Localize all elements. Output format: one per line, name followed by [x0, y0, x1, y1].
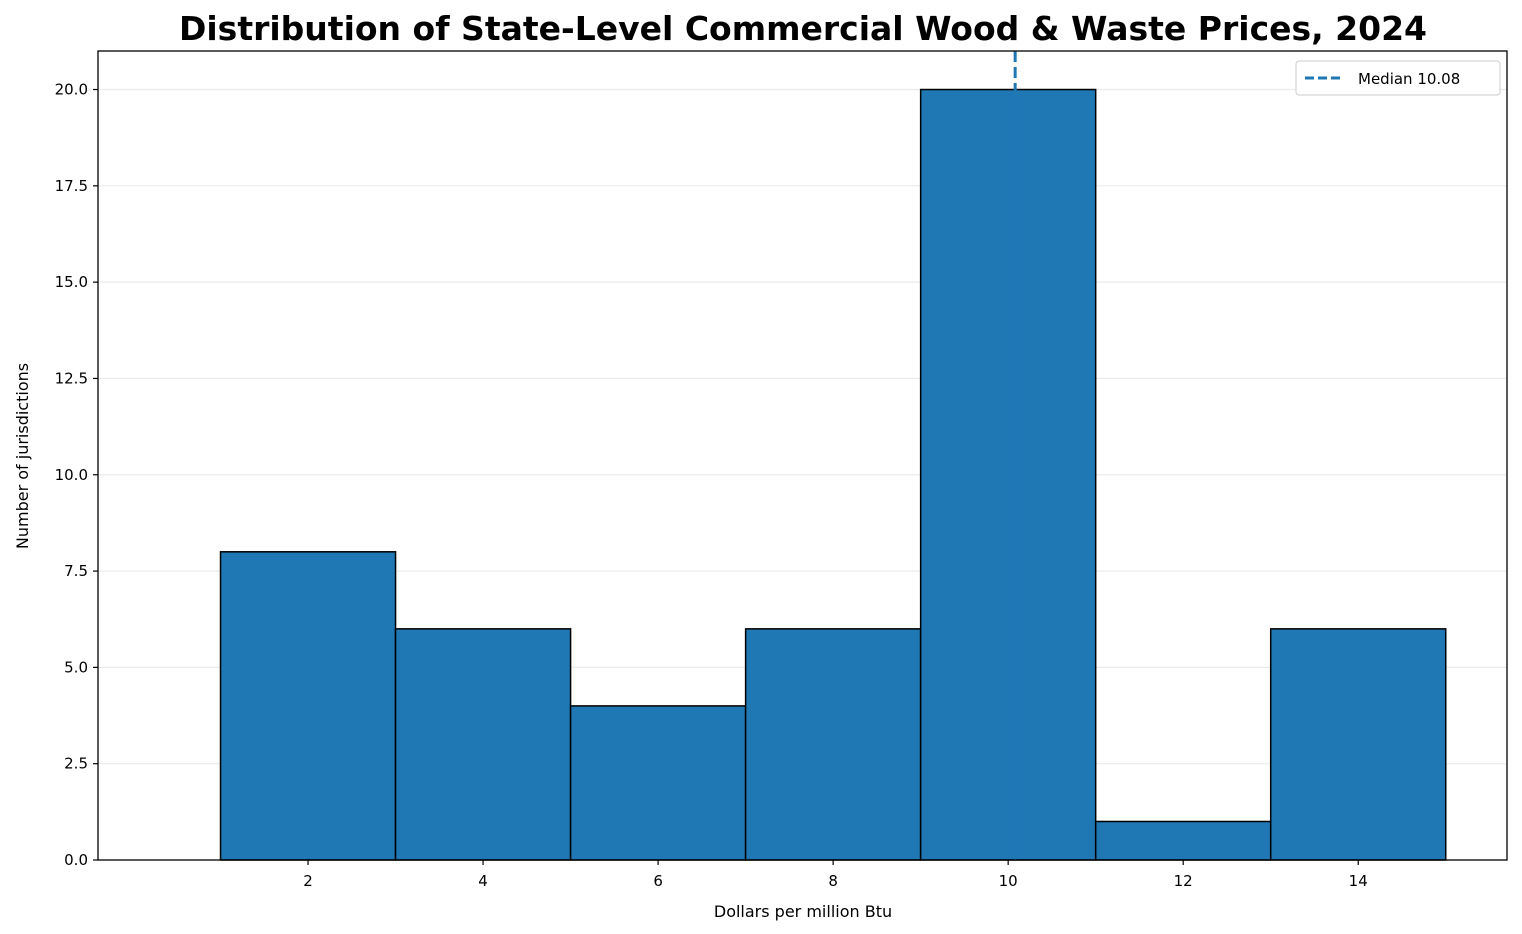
histogram-bar [219, 551, 397, 861]
y-axis-ticks: 0.0 2.5 5.0 7.5 10.0 12.5 15.0 17.5 20.0 [55, 81, 98, 869]
chart-title: Distribution of State-Level Commercial W… [179, 9, 1427, 48]
histogram-bar [569, 705, 747, 861]
histogram-bar [744, 628, 922, 861]
y-tick-label: 2.5 [64, 755, 88, 773]
y-tick-label: 0.0 [64, 851, 88, 869]
legend-box [1295, 60, 1501, 96]
x-axis-label: Dollars per million Btu [714, 902, 892, 921]
y-tick-label: 17.5 [55, 177, 88, 195]
x-tick-label: 10 [999, 872, 1018, 890]
histogram-bar [394, 628, 572, 861]
histogram-bars [219, 88, 1447, 861]
histogram-bar [1269, 628, 1447, 861]
x-tick-label: 6 [653, 872, 663, 890]
x-tick-label: 14 [1349, 872, 1368, 890]
y-tick-label: 5.0 [64, 658, 88, 676]
x-tick-label: 12 [1174, 872, 1193, 890]
plot-frame [97, 50, 1508, 861]
legend: Median 10.08 [1295, 60, 1501, 96]
y-tick-label: 10.0 [55, 466, 88, 484]
x-tick-label: 2 [303, 872, 313, 890]
histogram-bar [1094, 820, 1272, 861]
y-tick-label: 15.0 [55, 273, 88, 291]
legend-median-label: Median 10.08 [1358, 70, 1460, 88]
x-tick-label: 8 [828, 872, 838, 890]
y-tick-label: 12.5 [55, 369, 88, 387]
y-axis-label: Number of jurisdictions [13, 363, 32, 549]
x-axis-ticks: 2 4 6 8 10 12 14 [303, 860, 1368, 890]
histogram-bar [919, 88, 1097, 861]
y-tick-label: 20.0 [55, 81, 88, 99]
x-tick-label: 4 [478, 872, 488, 890]
y-tick-label: 7.5 [64, 562, 88, 580]
